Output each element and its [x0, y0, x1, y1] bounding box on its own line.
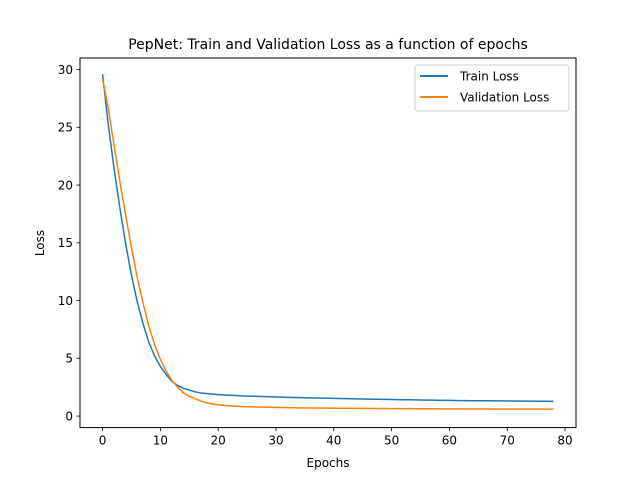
y-tick-label: 0 — [65, 409, 73, 423]
plot-lines — [101, 74, 554, 410]
x-axis-ticks: 0 10 20 30 40 50 60 70 80 — [99, 427, 573, 448]
x-tick-label: 70 — [500, 434, 515, 448]
legend-box — [414, 64, 570, 112]
x-tick-label: 30 — [268, 434, 283, 448]
x-tick-label: 50 — [384, 434, 399, 448]
legend-label-train-loss: Train Loss — [459, 70, 519, 84]
x-axis-label: Epochs — [307, 456, 350, 470]
y-axis-ticks: 0 5 10 15 20 25 30 — [58, 63, 80, 423]
x-tick-label: 20 — [211, 434, 226, 448]
series-line-train-loss — [101, 74, 554, 403]
series-line-validation-loss — [101, 78, 554, 410]
y-tick-label: 5 — [65, 352, 73, 366]
y-axis-label: Loss — [33, 230, 47, 256]
chart-title: PepNet: Train and Validation Loss as a f… — [128, 37, 528, 53]
legend: Train Loss Validation Loss — [414, 64, 570, 112]
legend-label-validation-loss: Validation Loss — [460, 91, 549, 105]
x-tick-label: 40 — [326, 434, 341, 448]
x-tick-label: 60 — [442, 434, 457, 448]
x-tick-label: 10 — [153, 434, 168, 448]
x-tick-label: 80 — [557, 434, 572, 448]
y-tick-label: 30 — [58, 63, 73, 77]
y-tick-label: 10 — [58, 294, 73, 308]
y-tick-label: 15 — [58, 236, 73, 250]
y-tick-label: 25 — [58, 121, 73, 135]
x-tick-label: 0 — [99, 434, 107, 448]
y-tick-label: 20 — [58, 178, 73, 192]
